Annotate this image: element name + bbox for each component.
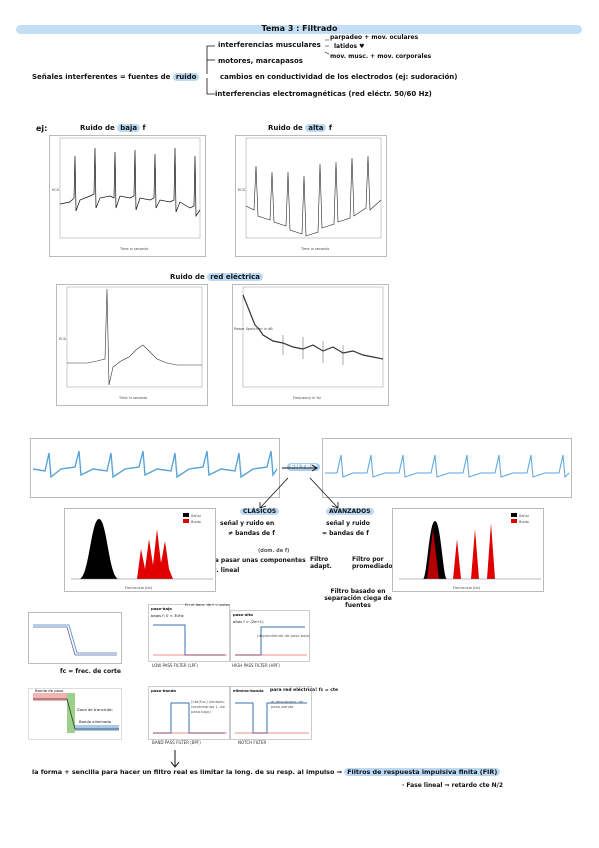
classic-title: CLÁSICOS <box>240 508 280 515</box>
down-arrow <box>170 750 180 768</box>
notch-box: elimina-banda al desplazam. de paso-band… <box>230 686 312 740</box>
page-title: Tema 3 : Filtrado <box>261 24 338 33</box>
fc-note: fc = frec. de corte <box>60 668 121 675</box>
classic-l2: ≠ bandas de f <box>228 530 275 537</box>
zone-transition: Zona de transición <box>77 707 113 712</box>
filter-label: FILTRO <box>287 463 320 471</box>
legend-signal-2: Señal <box>519 514 529 518</box>
high-noise-title: Ruido de alta f <box>268 124 332 132</box>
classic-l4: · deja pasar unas componentes <box>200 557 306 564</box>
hpf-caption: HIGH PASS FILTER (HPF) <box>232 663 280 668</box>
branch-em: interferencias electromagnéticas (red el… <box>215 90 432 98</box>
plot4-xlabel: Frequency in Hz <box>293 396 321 400</box>
notch-note: para red eléctrica! fc = cte <box>270 688 339 693</box>
muscular-sub3: mov. musc. + mov. corporales <box>330 53 432 60</box>
muscular-sub2: latidos ♥ <box>334 43 365 50</box>
bpf-title: paso-banda <box>151 688 176 693</box>
clean-signal-plot <box>322 438 572 498</box>
plot4-ylabel: Power Spectrum in dB <box>234 327 273 331</box>
muscular-sub1: parpadeo + mov. oculares <box>330 34 419 41</box>
hpf-note2: (dependiendo de paso bajo) <box>257 633 311 638</box>
conclusion-note: · Fase lineal ⇒ retardo cte N/2 <box>402 782 504 789</box>
notch-caption: NOTCH FILTER <box>238 740 267 745</box>
spectrum-advanced: Señal Ruido Frecuencia (Hz) <box>392 508 544 592</box>
intro-main-left: Señales interferentes = fuentes de <box>32 73 171 81</box>
intro-main: Señales interferentes = fuentes de ruido <box>32 73 200 81</box>
freq-label-1: Frecuencia (Hz) <box>125 586 153 590</box>
conclusion: la forma + sencilla para hacer un filtro… <box>32 768 501 777</box>
branch-motors: motores, marcapasos <box>218 57 303 65</box>
plot1-xlabel: Time in seconds <box>119 247 148 251</box>
plot-high-noise: Time in seconds ECG <box>235 135 387 257</box>
branch-muscular: interferencias musculares <box>218 41 321 49</box>
lpf-note: bajas f: 0 < 30Hz <box>151 613 184 618</box>
bpf-caption: BAND PASS FILTER (BPF) <box>152 740 201 745</box>
lpf-caption: LOW PASS FILTER (LPF) <box>152 663 198 668</box>
classic-l5: · sist. lineal <box>200 567 240 574</box>
branch-conductivity: cambios en conductividad de los electrod… <box>220 73 458 81</box>
spectrum-classic: Señal Ruido Frecuencia (Hz) <box>64 508 216 592</box>
plot-spectrum: Frequency in Hz Power Spectrum in dB <box>232 284 389 406</box>
notch-title: elimina-banda <box>233 688 264 693</box>
time-note: En el dom. de t = pulso <box>185 602 230 607</box>
plot1-ylabel: ECG <box>52 188 60 192</box>
notch-note2: al desplazam. de paso-banda <box>271 699 304 709</box>
conclusion-fir: Filtros de respuesta impulsiva finita (F… <box>344 768 501 776</box>
plot3-ylabel: ECG <box>59 337 67 341</box>
zones-plot: Banda de paso Zona de transición Banda e… <box>28 688 122 740</box>
conclusion-text: la forma + sencilla para hacer un filtro… <box>32 768 342 776</box>
adv-filter2: Filtro por promediado <box>352 556 393 571</box>
branch-arrows <box>259 477 339 509</box>
title-highlight <box>16 25 582 34</box>
legend-noise-2: Ruido <box>519 520 529 524</box>
bpf-note: (cte(f.sc) simepla-combinando L. de paso… <box>191 699 226 714</box>
freq-label-2: Frecuencia (Hz) <box>453 586 481 590</box>
lpf-box: paso-bajo bajas f: 0 < 30Hz <box>148 604 230 662</box>
lpf-title: paso-bajo <box>151 606 172 611</box>
red-noise-title: Ruido de red eléctrica <box>170 273 263 281</box>
zone-stop: Banda eliminada <box>79 719 111 724</box>
plot-red-noise: Time in seconds ECG <box>56 284 208 406</box>
classic-l3: (dom. de f) <box>258 548 290 554</box>
classic-l1: señal y ruido en <box>220 520 275 527</box>
legend-noise-1: Ruido <box>191 520 201 524</box>
adv-filter3: Filtro basado en separación ciega de fue… <box>324 588 392 610</box>
plot3-xlabel: Time in seconds <box>118 396 147 400</box>
legend-signal-1: Señal <box>191 514 201 518</box>
hpf-note: altas f > (2π+1) <box>233 619 264 624</box>
plot2-xlabel: Time in seconds <box>300 247 329 251</box>
ej-label: ej: <box>36 124 48 133</box>
intro-arrows <box>206 39 330 95</box>
adv-l2: = bandas de f <box>322 530 369 537</box>
intro-ruido: ruido <box>172 73 200 81</box>
hpf-box: paso-alto altas f > (2π+1) (dependiendo … <box>230 610 310 662</box>
adv-l1: señal y ruido <box>326 520 370 527</box>
hpf-title: paso-alto <box>233 612 254 617</box>
bpf-box: paso-banda (cte(f.sc) simepla-combinando… <box>148 686 230 740</box>
plot-low-noise: Time in seconds ECG <box>49 135 206 257</box>
plot2-ylabel: ECG <box>238 188 246 192</box>
adv-filter1: Filtro adapt. <box>310 556 332 571</box>
filter-arrow <box>282 464 318 472</box>
zone-pass: Banda de paso <box>35 688 64 693</box>
noisy-signal-plot <box>30 438 280 498</box>
low-noise-title: Ruido de baja f <box>80 124 146 132</box>
advanced-title: AVANZADOS <box>326 508 374 515</box>
cutoff-plot <box>28 612 122 664</box>
